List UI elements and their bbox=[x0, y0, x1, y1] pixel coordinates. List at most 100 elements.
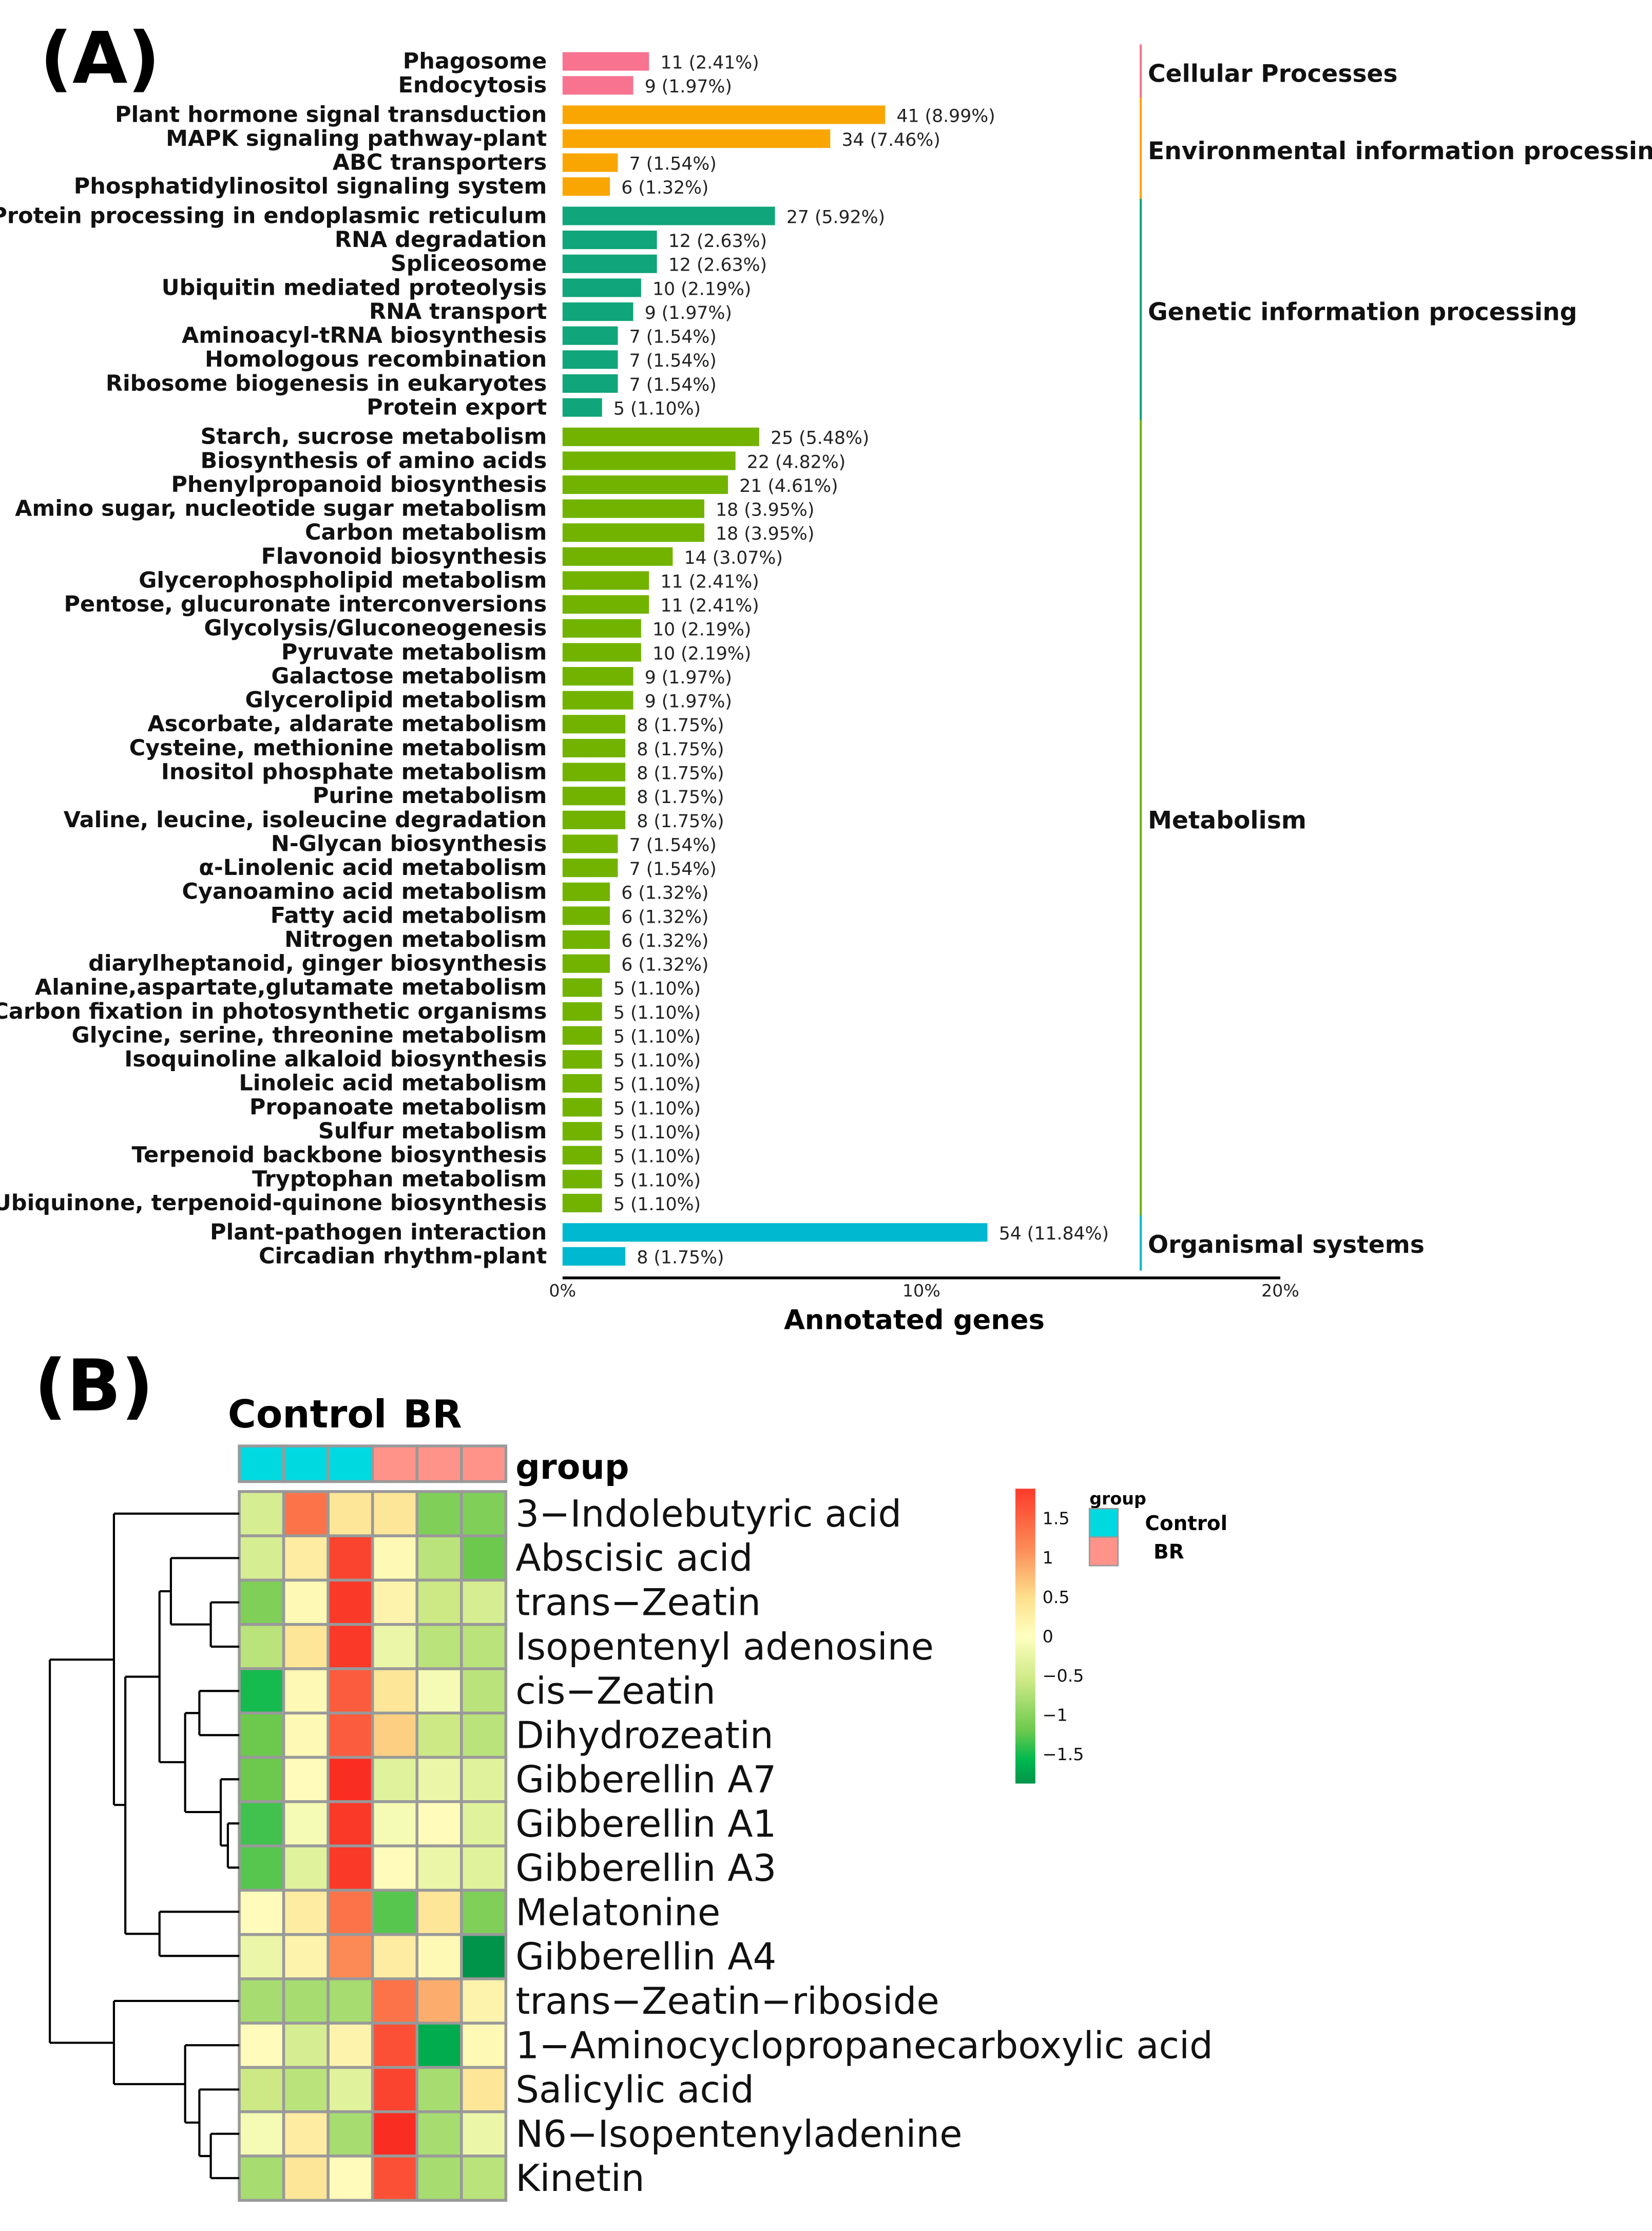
bar bbox=[562, 787, 626, 806]
heatmap-row-label: Kinetin bbox=[515, 2157, 644, 2200]
x-tick-label: 10% bbox=[902, 1281, 940, 1301]
bar-value-label: 11 (2.41%) bbox=[660, 596, 759, 616]
category-label: Inositol phosphate metabolism bbox=[161, 759, 547, 785]
heatmap-cell bbox=[460, 1534, 508, 1582]
bar-value-label: 22 (4.82%) bbox=[747, 452, 846, 472]
heatmap-cell bbox=[238, 1756, 285, 1803]
category-label: Glycine, serine, threonine metabolism bbox=[72, 1022, 547, 1048]
heatmap-row-label: Isopentenyl adenosine bbox=[515, 1626, 934, 1669]
x-tick-label: 20% bbox=[1261, 1281, 1299, 1301]
bar bbox=[562, 302, 633, 321]
heatmap-cell bbox=[238, 1667, 285, 1715]
bar bbox=[562, 1247, 626, 1266]
bar-value-label: 8 (1.75%) bbox=[637, 715, 724, 736]
heatmap-cell bbox=[371, 1534, 419, 1582]
heatmap-cell bbox=[326, 1800, 374, 1847]
heatmap-cell bbox=[238, 1889, 285, 1936]
heatmap-cell bbox=[415, 2022, 463, 2069]
heatmap-cell bbox=[282, 1800, 330, 1847]
colorbar bbox=[1015, 1489, 1035, 1784]
bar-value-label: 18 (3.95%) bbox=[716, 524, 814, 544]
bar bbox=[562, 595, 649, 614]
bar bbox=[562, 691, 633, 710]
heatmap-cell bbox=[238, 1800, 285, 1847]
bar-value-label: 5 (1.10%) bbox=[613, 1003, 701, 1023]
bar bbox=[562, 129, 831, 148]
heatmap-cell bbox=[415, 1667, 463, 1715]
bar-value-label: 7 (1.54%) bbox=[629, 859, 717, 880]
heatmap-cell bbox=[415, 1756, 463, 1803]
category-label: Protein processing in endoplasmic reticu… bbox=[0, 203, 547, 228]
heatmap-cell bbox=[326, 1490, 374, 1537]
colorbar-tick-label: −0.5 bbox=[1043, 1666, 1084, 1686]
heatmap-cell bbox=[460, 2066, 508, 2113]
category-label: Phosphatidylinositol signaling system bbox=[74, 174, 547, 199]
bar-value-label: 5 (1.10%) bbox=[613, 1051, 701, 1071]
bar bbox=[562, 1026, 602, 1045]
heatmap-row-label: 3−Indolebutyric acid bbox=[515, 1493, 901, 1536]
bar-value-label: 9 (1.97%) bbox=[645, 668, 732, 688]
heatmap-cell bbox=[371, 2154, 419, 2202]
category-label: Amino sugar, nucleotide sugar metabolism bbox=[15, 496, 547, 522]
bar bbox=[562, 52, 649, 71]
bar bbox=[562, 206, 775, 225]
heatmap-cell bbox=[238, 2110, 285, 2158]
bar bbox=[562, 882, 610, 901]
heatmap-row-label: cis−Zeatin bbox=[515, 1670, 716, 1713]
heatmap-cell bbox=[415, 1578, 463, 1626]
heatmap-cell bbox=[326, 1534, 374, 1582]
bar bbox=[562, 451, 736, 470]
category-label: Protein export bbox=[367, 394, 547, 420]
bar bbox=[562, 810, 626, 829]
bar-value-label: 54 (11.84%) bbox=[999, 1224, 1109, 1244]
bar bbox=[562, 1098, 602, 1117]
bar-value-label: 7 (1.54%) bbox=[629, 154, 717, 175]
category-label: Circadian rhythm-plant bbox=[259, 1244, 547, 1269]
bar bbox=[562, 667, 633, 686]
heatmap-cell bbox=[415, 1889, 463, 1936]
heatmap-cell bbox=[415, 1800, 463, 1847]
category-label: RNA degradation bbox=[335, 227, 547, 253]
bar-value-label: 8 (1.75%) bbox=[637, 739, 724, 760]
category-label: Ascorbate, aldarate metabolism bbox=[147, 711, 547, 737]
category-label: Galactose metabolism bbox=[271, 663, 547, 689]
heatmap-cell bbox=[282, 1756, 330, 1803]
bar bbox=[562, 762, 626, 781]
bar-value-label: 6 (1.32%) bbox=[621, 955, 708, 976]
bar-value-label: 5 (1.10%) bbox=[613, 1098, 701, 1119]
heatmap-cell bbox=[238, 2022, 285, 2069]
bar-chart: Phagosome 11 (2.41%) Endocytosis 9 (1.97%) C… bbox=[0, 44, 1652, 1271]
bar bbox=[562, 398, 602, 417]
control-header: Control bbox=[228, 1391, 387, 1437]
heatmap-row-label: Dihydrozeatin bbox=[515, 1714, 773, 1757]
category-label: MAPK signaling pathway-plant bbox=[166, 126, 547, 151]
bar-value-label: 7 (1.54%) bbox=[629, 327, 717, 348]
heatmap-cell bbox=[282, 1711, 330, 1759]
bar-value-label: 27 (5.92%) bbox=[786, 207, 885, 227]
group-label: Cellular Processes bbox=[1148, 60, 1397, 88]
heatmap-cell bbox=[371, 1933, 419, 1980]
group-annotation-cell bbox=[282, 1444, 330, 1483]
heatmap-cell bbox=[371, 1711, 419, 1759]
heatmap-cell bbox=[238, 1933, 285, 1980]
heatmap-cell bbox=[460, 2154, 508, 2202]
category-label: Cysteine, methionine metabolism bbox=[129, 735, 547, 761]
group-label: Environmental information processing bbox=[1148, 137, 1652, 165]
group-annotation-cell bbox=[460, 1444, 508, 1483]
group-annotation-cell bbox=[326, 1444, 374, 1483]
bar-value-label: 6 (1.32%) bbox=[621, 931, 708, 951]
heatmap-cell bbox=[415, 1534, 463, 1582]
heatmap-cell bbox=[460, 1800, 508, 1847]
heatmap-cell bbox=[282, 1977, 330, 2025]
bar bbox=[562, 105, 886, 124]
bar-value-label: 5 (1.10%) bbox=[613, 1147, 701, 1167]
category-label: Pyruvate metabolism bbox=[281, 639, 547, 665]
heatmap-row-label: Gibberellin A3 bbox=[515, 1847, 776, 1890]
heatmap-cell bbox=[415, 1711, 463, 1759]
heatmap-cell bbox=[282, 1534, 330, 1582]
bar-value-label: 6 (1.32%) bbox=[621, 907, 708, 927]
bar bbox=[562, 1146, 602, 1165]
category-label: Ubiquitin mediated proteolysis bbox=[162, 275, 547, 300]
heatmap-cell bbox=[460, 1756, 508, 1803]
